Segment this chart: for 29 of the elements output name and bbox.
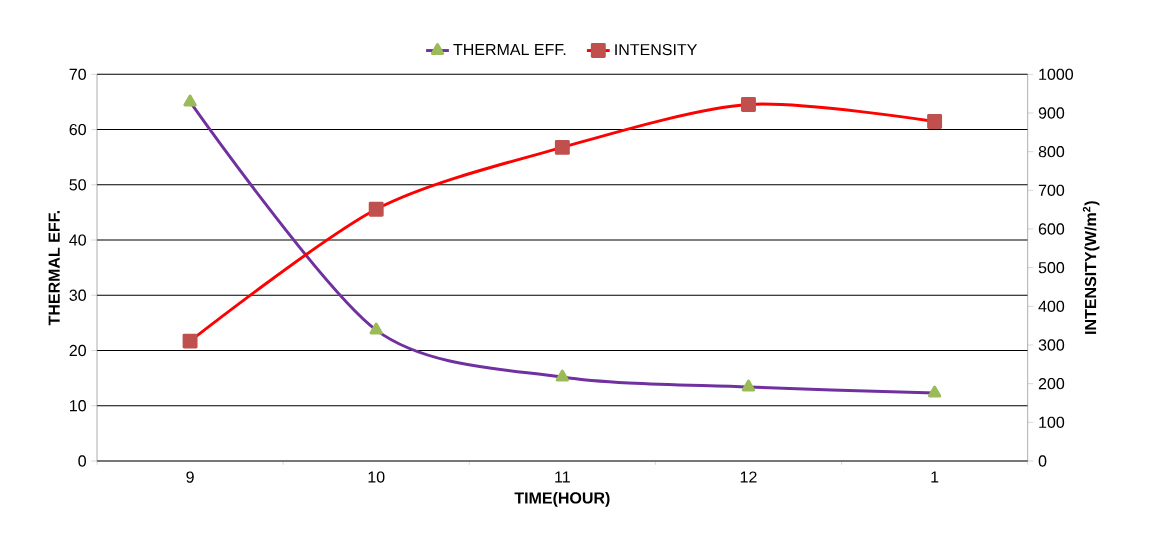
y-tick-label: 30 bbox=[69, 289, 86, 301]
y2-tick-label: 200 bbox=[1038, 378, 1065, 390]
legend-label: THERMAL EFF. bbox=[453, 44, 566, 56]
x-tick-label: 12 bbox=[740, 471, 757, 483]
x-tick-label: 10 bbox=[368, 471, 385, 483]
y-tick-label: 50 bbox=[69, 179, 86, 191]
y2-axis-title: INTENSITY(W/m$^{2}$) bbox=[1082, 201, 1100, 334]
y2-tick-label: 100 bbox=[1039, 416, 1065, 428]
y2-tick-label: 500 bbox=[1038, 262, 1065, 274]
y-tick-label: 60 bbox=[69, 123, 86, 136]
y2-tick-label: 1000 bbox=[1039, 68, 1074, 80]
x-axis-title: TIME(HOUR) bbox=[514, 491, 610, 507]
y-tick-label: 20 bbox=[69, 344, 86, 357]
y-tick-label: 70 bbox=[69, 68, 86, 80]
y2-tick-label: 700 bbox=[1038, 184, 1065, 196]
y2-tick-label: 900 bbox=[1038, 107, 1065, 119]
y-tick-label: 10 bbox=[70, 400, 86, 412]
y2-tick-label: 600 bbox=[1038, 223, 1065, 235]
legend-label: INTENSITY bbox=[615, 43, 698, 56]
x-tick-label: 11 bbox=[555, 471, 570, 483]
y2-tick-label: 800 bbox=[1038, 146, 1065, 158]
x-tick-label: 9 bbox=[186, 471, 194, 483]
y-tick-label: 40 bbox=[69, 234, 86, 246]
x-tick-label: 1 bbox=[931, 471, 939, 483]
y2-tick-label: 0 bbox=[1038, 455, 1047, 467]
y2-tick-label: 300 bbox=[1038, 339, 1065, 351]
y-axis-title: THERMAL EFF. bbox=[48, 210, 60, 326]
y-tick-label: 0 bbox=[78, 455, 86, 467]
y2-tick-label: 400 bbox=[1038, 300, 1065, 312]
